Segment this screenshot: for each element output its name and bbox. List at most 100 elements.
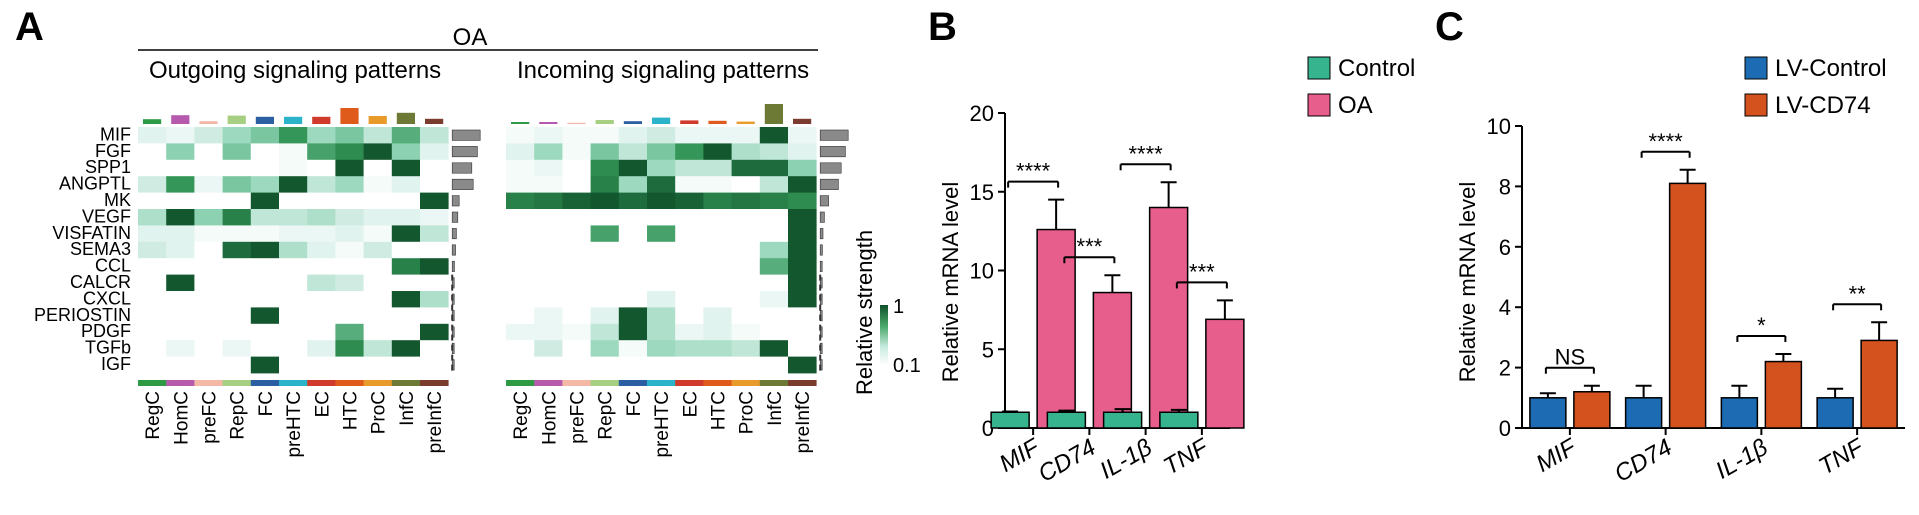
heatmap-cell [391,176,421,193]
heatmap-cell [279,127,308,144]
heatmap-cell [675,176,704,193]
column-color-strip [335,380,364,386]
heatmap-cell [335,192,364,210]
heatmap-cell [166,143,195,161]
heatmap-cell [647,307,676,325]
side-bar [819,162,842,174]
bar [1148,206,1189,429]
heatmap-cell [391,127,421,144]
heatmap-cell [562,241,591,259]
heatmap-cell [759,143,789,161]
heatmap-cell [138,143,167,161]
heatmap-cell [166,209,195,226]
heatmap-row-label: SPP1 [85,157,131,177]
heatmap-cell [307,192,336,210]
significance-label: **** [1016,159,1051,184]
heatmap-cell [731,356,761,374]
heatmap-cell [675,159,704,177]
heatmap-cell [307,323,336,341]
heatmap-cell [166,356,195,374]
heatmap-cell [647,143,676,161]
bar [1036,228,1076,429]
heatmap-cell [562,225,591,243]
heatmap-cell [194,159,223,177]
heatmap-cell [222,340,252,357]
column-color-strip [279,380,308,386]
heatmap-cell [647,291,676,308]
heatmap-column-label: RegC [143,391,164,440]
heatmap-cell [506,209,535,226]
heatmap-cell [506,291,535,308]
heatmap-column-label: preInfC [793,391,814,453]
heatmap-cell [279,143,308,161]
heatmap-cell [307,274,336,292]
x-tick-label: IL-1β [1095,434,1156,485]
heatmap-cell [391,323,421,341]
heatmap-cell [391,209,421,226]
heatmap-cell [138,127,167,144]
heatmap-cell [363,143,393,161]
heatmap-cell [590,323,620,341]
heatmap-cell [618,209,648,226]
heatmap-column-label: RegC [511,391,532,440]
heatmap-cell [166,225,195,243]
heatmap-cell [420,225,449,243]
heatmap-cell [335,307,364,325]
heatmap-cell [534,176,563,193]
heatmap-cell [788,209,817,226]
y-tick-label: 15 [970,180,994,205]
heatmap-cell [675,143,704,161]
heatmap-cell [731,209,761,226]
heatmap-cell [335,241,364,259]
x-tick-label: MIF [1532,433,1582,478]
significance-label: NS [1555,345,1586,370]
heatmap-cell [194,258,223,275]
heatmap-row-label: ANGPTL [59,174,131,194]
heatmap-cell [363,209,393,226]
heatmap-cell [166,192,195,210]
heatmap-cell [250,225,280,243]
heatmap-cell [250,209,280,226]
heatmap-row-label: SEMA3 [70,239,131,259]
side-bar [451,146,478,158]
heatmap-row-label: FGF [95,141,131,161]
column-color-strip [391,380,421,386]
heatmap-cell [307,307,336,325]
bar [1624,397,1663,429]
heatmap-cell [590,258,620,275]
heatmap-cell [166,176,195,193]
heatmap-cell [222,258,252,275]
x-tick-label: CD74 [1034,434,1101,488]
heatmap-cell [391,159,421,177]
heatmap-cell [420,323,449,341]
legend-label: LV-CD74 [1775,92,1871,119]
top-bar [736,121,755,124]
colorbar-title: Relative strength [852,230,877,395]
heatmap-cell [391,192,421,210]
heatmap-cell [703,241,732,259]
heatmap-cell [138,209,167,226]
heatmap-cell [506,258,535,275]
heatmap-cell [618,307,648,325]
heatmap-cell [703,307,732,325]
heatmap-cell [250,258,280,275]
panel-b-bar-chart: B Relative mRNA level 05101520MIF****CD7… [928,5,1415,488]
heatmap-cell [391,241,421,259]
y-tick-label: 20 [970,101,994,126]
heatmap-cell [420,356,449,374]
x-tick-label: TNF [1814,433,1869,480]
bar [1860,339,1898,429]
heatmap-cell [703,159,732,177]
side-bar [451,260,455,272]
heatmap-cell [590,340,620,357]
heatmap-cell [703,356,732,374]
heatmap-cell [420,291,449,308]
heatmap-cell [618,258,648,275]
heatmap-cell [703,127,732,144]
column-color-strip [194,380,223,386]
heatmap-cell [222,307,252,325]
legend-swatch [1744,93,1768,117]
heatmap-column-label: HomC [539,391,560,445]
heatmap-cell [618,159,648,177]
heatmap-cell [391,291,421,308]
